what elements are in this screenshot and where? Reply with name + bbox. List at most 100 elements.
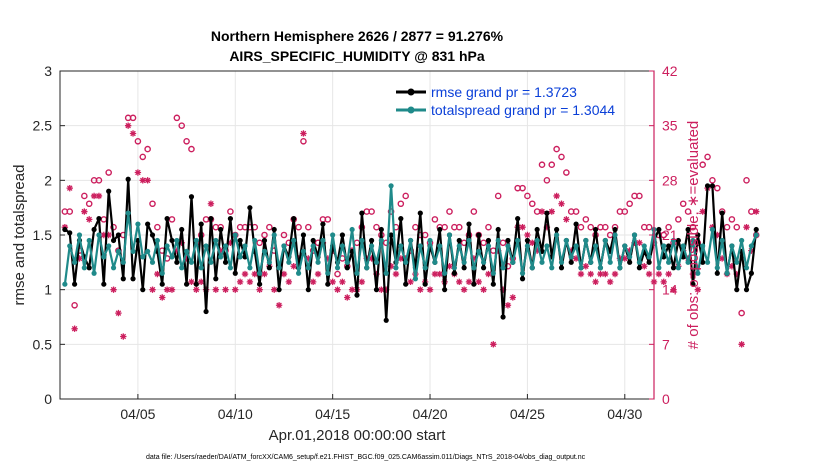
obs-possible-point <box>582 216 590 223</box>
obs-evaluated-point <box>728 263 736 270</box>
obs-possible-point <box>183 137 190 145</box>
rmse-point <box>120 276 126 282</box>
obs-possible-point <box>402 192 409 200</box>
obs-evaluated-point <box>738 341 745 348</box>
obs-possible-point <box>733 223 741 231</box>
obs-possible-point <box>95 177 103 184</box>
obs-possible-point <box>709 177 716 184</box>
obs-possible-point <box>743 177 750 184</box>
obs-evaluated-point <box>251 270 258 278</box>
rmse-point <box>670 265 677 271</box>
totalspread-point <box>612 232 618 238</box>
obs-evaluated-point <box>197 278 205 286</box>
obs-evaluated-point <box>553 192 560 200</box>
obs-possible-point <box>441 223 448 231</box>
totalspread-point <box>554 232 560 238</box>
rmse-point <box>646 259 652 265</box>
totalspread-point <box>169 254 175 260</box>
obs-possible-point <box>689 223 697 231</box>
obs-evaluated-point <box>236 278 244 286</box>
obs-possible-point <box>105 169 112 176</box>
obs-possible-point <box>188 145 195 153</box>
totalspread-point <box>695 270 701 276</box>
totalspread-point <box>247 265 253 271</box>
obs-evaluated-point <box>611 270 619 278</box>
totalspread-point <box>369 243 375 249</box>
rmse-point <box>476 232 482 238</box>
totalspread-point <box>588 259 594 265</box>
totalspread-point <box>714 265 720 271</box>
totalspread-point <box>145 248 151 254</box>
obs-possible-point <box>553 145 560 153</box>
obs-evaluated-point <box>753 208 760 215</box>
rmse-point <box>213 276 219 282</box>
obs-evaluated-point <box>139 177 146 184</box>
rmse-point <box>524 237 531 244</box>
totalspread-point <box>451 265 457 271</box>
chart-title: Northern Hemisphere 2626 / 2877 = 91.276… <box>211 28 504 44</box>
rmse-point <box>734 287 740 293</box>
obs-evaluated-point <box>533 247 541 254</box>
totalspread-point <box>203 243 209 249</box>
obs-evaluated-point <box>202 286 210 293</box>
totalspread-point <box>690 237 696 244</box>
obs-evaluated-point <box>329 278 336 286</box>
rmse-point <box>227 216 234 222</box>
obs-evaluated-point <box>636 239 643 247</box>
totalspread-point <box>466 237 472 244</box>
totalspread-point <box>334 265 341 271</box>
obs-possible-point <box>563 169 570 176</box>
rmse-point <box>164 216 170 222</box>
totalspread-point <box>656 265 662 271</box>
obs-evaluated-point <box>616 255 624 262</box>
totalspread-point <box>442 270 448 276</box>
obs-evaluated-point <box>227 239 234 247</box>
legend-rmse-marker <box>407 88 415 96</box>
rmse-point <box>261 237 268 244</box>
obs-possible-point <box>455 223 463 231</box>
obs-evaluated-point <box>504 302 512 309</box>
rmse-point <box>208 216 214 222</box>
obs-possible-point <box>334 270 341 278</box>
totalspread-point <box>563 237 569 244</box>
rmse-point <box>305 287 311 293</box>
rmse-point <box>437 226 443 233</box>
totalspread-point <box>592 243 599 249</box>
y2-tick-label: 28 <box>662 172 678 188</box>
obs-evaluated-point <box>577 270 585 278</box>
obs-evaluated-point <box>222 286 229 293</box>
rmse-point <box>91 226 97 233</box>
rmse-point <box>320 221 326 227</box>
totalspread-point <box>72 259 78 265</box>
totalspread-point <box>622 243 628 249</box>
obs-evaluated-point <box>718 255 726 262</box>
obs-evaluated-point <box>475 278 482 286</box>
totalspread-point <box>753 232 759 238</box>
totalspread-point <box>709 226 716 233</box>
totalspread-point <box>286 259 292 265</box>
rmse-point <box>169 237 175 244</box>
rmse-point <box>490 281 496 287</box>
obs-possible-point <box>178 122 186 129</box>
rmse-point <box>403 281 409 287</box>
totalspread-point <box>237 254 243 260</box>
rmse-point <box>110 237 117 244</box>
obs-evaluated-point <box>149 286 156 293</box>
totalspread-point <box>330 232 336 238</box>
obs-evaluated-point <box>256 286 263 293</box>
totalspread-point <box>515 237 521 244</box>
y-tick-label: 1 <box>44 282 52 298</box>
obs-evaluated-point <box>485 270 492 278</box>
rmse-point <box>485 237 492 244</box>
totalspread-point <box>188 259 195 265</box>
rmse-point <box>271 226 277 233</box>
obs-evaluated-point <box>280 270 288 278</box>
obs-evaluated-point <box>159 294 166 301</box>
totalspread-point <box>748 243 754 249</box>
totalspread-point <box>398 243 404 249</box>
obs-possible-point <box>144 145 151 153</box>
rmse-point <box>159 281 165 287</box>
obs-possible-point <box>154 223 161 231</box>
obs-possible-point <box>266 223 273 231</box>
totalspread-point <box>456 243 462 249</box>
